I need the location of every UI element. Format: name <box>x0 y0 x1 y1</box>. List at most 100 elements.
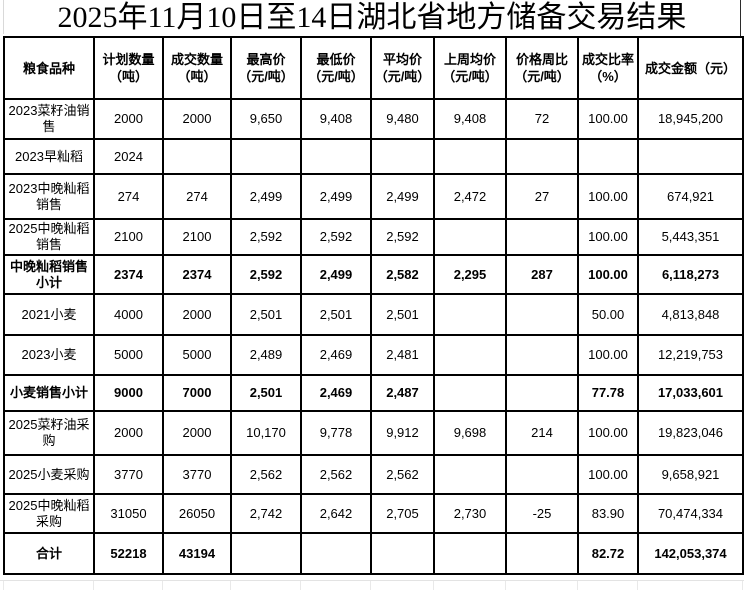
table-cell <box>577 138 639 175</box>
table-cell: 2,592 <box>370 218 435 256</box>
table-cell <box>433 454 507 495</box>
table-cell <box>433 532 507 575</box>
table-cell <box>505 532 579 575</box>
table-cell: 2,705 <box>370 493 435 534</box>
table-cell: -25 <box>505 493 579 534</box>
spreadsheet-gridline-stub <box>433 581 434 590</box>
table-cell: 3770 <box>93 454 164 495</box>
grain-variety-cell: 2025中晚籼稻 采购 <box>3 493 95 534</box>
column-header: 计划数量 （吨） <box>93 36 164 100</box>
table-cell: 2,469 <box>300 374 372 412</box>
table-cell <box>505 218 579 256</box>
spreadsheet-gridline-stub <box>3 581 4 590</box>
table-cell: 43194 <box>162 532 232 575</box>
table-cell: 2024 <box>93 138 164 175</box>
table-header-row: 粮食品种 计划数量 （吨） 成交数量 （吨） 最高价 （元/吨） 最低价 （元/吨） 平均… <box>3 36 744 100</box>
table-cell <box>230 138 302 175</box>
table-cell: 50.00 <box>577 293 639 336</box>
table-cell: 2,582 <box>370 254 435 295</box>
table-cell: 674,921 <box>637 173 744 220</box>
table-cell: 2,501 <box>300 293 372 336</box>
table-row: 2023小麦 5000 5000 2,489 2,469 2,481 100.00 12,21… <box>3 334 744 376</box>
table-cell <box>505 138 579 175</box>
table-cell: 2000 <box>93 98 164 140</box>
spreadsheet-gridline-stub <box>505 581 506 590</box>
table-row: 2025小麦采购 3770 3770 2,562 2,562 2,562 100.00 9,6… <box>3 454 744 495</box>
table-cell: 2,742 <box>230 493 302 534</box>
table-row: 合计 52218 43194 82.72 142,053,374 <box>3 532 744 575</box>
grain-variety-cell: 合计 <box>3 532 95 575</box>
title-bar: 2025年11月10日至14日湖北省地方储备交易结果 <box>0 0 744 36</box>
table-row: 2023菜籽油销 售 2000 2000 9,650 9,408 9,480 9,408 72… <box>3 98 744 140</box>
grain-variety-cell: 中晚籼稻销售 小计 <box>3 254 95 295</box>
table-cell: 2,501 <box>230 293 302 336</box>
spreadsheet-gridline-left <box>3 0 4 34</box>
table-row: 2025菜籽油采 购 2000 2000 10,170 9,778 9,912 9,698 2… <box>3 410 744 456</box>
table-cell: 2100 <box>93 218 164 256</box>
table-cell: 2,499 <box>370 173 435 220</box>
table-cell: 9,650 <box>230 98 302 140</box>
table-cell: 2,501 <box>230 374 302 412</box>
spreadsheet-gridline-stub <box>93 581 94 590</box>
table-row: 2023早籼稻 2024 <box>3 138 744 175</box>
table-row: 2021小麦 4000 2000 2,501 2,501 2,501 50.00 4,813,… <box>3 293 744 336</box>
table-cell: 52218 <box>93 532 164 575</box>
column-header: 成交比率 （%） <box>577 36 639 100</box>
table-row: 2025中晚籼稻 采购 31050 26050 2,742 2,642 2,705 2,73… <box>3 493 744 534</box>
table-row: 2025中晚籼稻 销售 2100 2100 2,592 2,592 2,592 100.00… <box>3 218 744 256</box>
table-cell: 100.00 <box>577 254 639 295</box>
table-cell: 274 <box>162 173 232 220</box>
table-cell: 100.00 <box>577 218 639 256</box>
table-cell: 5,443,351 <box>637 218 744 256</box>
grain-variety-cell: 2025小麦采购 <box>3 454 95 495</box>
table-cell: 2,562 <box>300 454 372 495</box>
table-cell: 5000 <box>162 334 232 376</box>
grain-variety-cell: 2025中晚籼稻 销售 <box>3 218 95 256</box>
column-header: 粮食品种 <box>3 36 95 100</box>
table-cell: 2,592 <box>230 218 302 256</box>
table-cell: 2,499 <box>300 173 372 220</box>
grain-variety-cell: 2021小麦 <box>3 293 95 336</box>
table-cell: 2,730 <box>433 493 507 534</box>
table-cell: 2,642 <box>300 493 372 534</box>
table-cell: 83.90 <box>577 493 639 534</box>
table-cell: 100.00 <box>577 173 639 220</box>
table-cell: 9,698 <box>433 410 507 456</box>
table-cell: 27 <box>505 173 579 220</box>
column-header: 成交数量 （吨） <box>162 36 232 100</box>
table-cell: 2100 <box>162 218 232 256</box>
table-cell: 70,474,334 <box>637 493 744 534</box>
table-cell: 7000 <box>162 374 232 412</box>
table-cell: 19,823,046 <box>637 410 744 456</box>
grain-variety-cell: 小麦销售小计 <box>3 374 95 412</box>
table-cell: 274 <box>93 173 164 220</box>
table-cell: 2000 <box>162 410 232 456</box>
spreadsheet-gridline-bottom <box>0 580 744 581</box>
column-header: 最高价 （元/吨） <box>230 36 302 100</box>
table-cell: 4000 <box>93 293 164 336</box>
spreadsheet-gridline-stub <box>300 581 301 590</box>
table-cell <box>433 218 507 256</box>
table-cell: 214 <box>505 410 579 456</box>
table-cell: 82.72 <box>577 532 639 575</box>
grain-variety-cell: 2023小麦 <box>3 334 95 376</box>
grain-variety-cell: 2025菜籽油采 购 <box>3 410 95 456</box>
table-cell <box>433 334 507 376</box>
table-cell: 2,592 <box>300 218 372 256</box>
table-cell: 287 <box>505 254 579 295</box>
table-cell: 100.00 <box>577 410 639 456</box>
table-cell: 26050 <box>162 493 232 534</box>
spreadsheet-gridline-right <box>740 0 741 36</box>
spreadsheet-gridline-stub <box>577 581 578 590</box>
grain-variety-cell: 2023早籼稻 <box>3 138 95 175</box>
table-cell: 18,945,200 <box>637 98 744 140</box>
table-cell: 2,592 <box>230 254 302 295</box>
table-cell: 17,033,601 <box>637 374 744 412</box>
table-cell: 9000 <box>93 374 164 412</box>
table-cell <box>433 293 507 336</box>
grain-variety-cell: 2023中晚籼稻 销售 <box>3 173 95 220</box>
table-cell: 2,562 <box>230 454 302 495</box>
table-cell <box>505 374 579 412</box>
page-title: 2025年11月10日至14日湖北省地方储备交易结果 <box>57 1 687 34</box>
table-cell: 6,118,273 <box>637 254 744 295</box>
